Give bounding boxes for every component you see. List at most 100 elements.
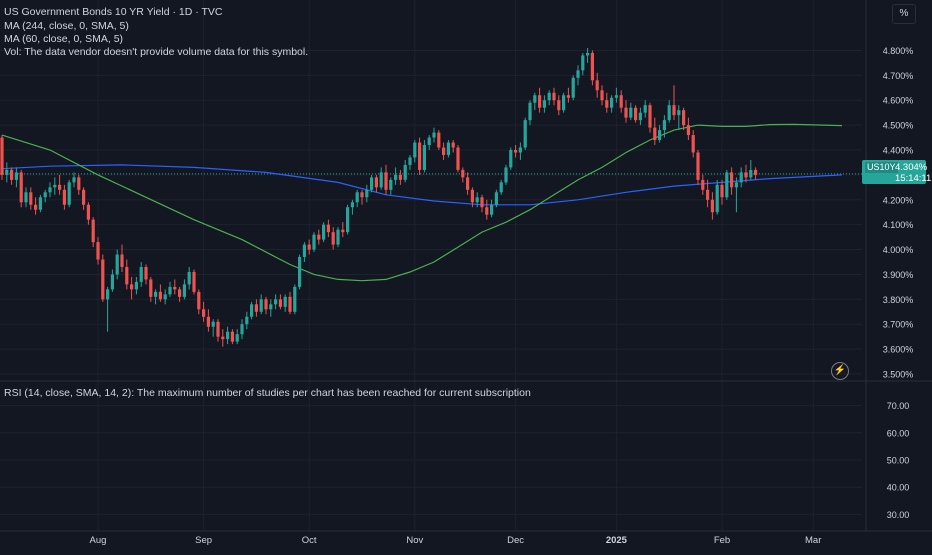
candle-body (562, 95, 566, 111)
legend-volume[interactable]: Vol: The data vendor doesn't provide vol… (4, 46, 309, 58)
candle-body (221, 336, 225, 340)
candle-body (346, 207, 350, 233)
candle-body (528, 102, 532, 121)
price-tick-label: 4.400% (883, 146, 914, 156)
candles-layer (0, 47, 758, 347)
candle-body (619, 95, 623, 108)
legend-rsi[interactable]: RSI (14, close, SMA, 14, 2): The maximum… (4, 387, 531, 399)
candle-body (470, 189, 474, 203)
candle-body (259, 299, 263, 312)
candle-body (48, 187, 52, 193)
candle-body (734, 182, 738, 188)
candle-body (730, 172, 734, 188)
candle-body (432, 132, 436, 138)
legend-title[interactable]: US Government Bonds 10 YR Yield · 1D · T… (4, 6, 223, 18)
candle-body (677, 110, 681, 116)
candle-body (298, 257, 302, 287)
price-tick-label: 4.500% (883, 121, 914, 131)
candle-body (581, 55, 585, 71)
rsi-tick-label: 40.00 (887, 483, 910, 493)
price-tick-label: 3.700% (883, 320, 914, 330)
rsi-tick-label: 50.00 (887, 456, 910, 466)
price-badge-countdown: 15:14:11 (895, 173, 932, 184)
candle-body (197, 291, 201, 310)
candle-body (5, 169, 9, 175)
candle-body (566, 95, 570, 98)
candle-body (374, 177, 378, 188)
candle-body (542, 100, 546, 108)
candle-body (643, 105, 647, 113)
candle-body (504, 167, 508, 183)
candle-body (624, 107, 628, 118)
candle-body (590, 52, 594, 81)
candle-body (490, 204, 494, 215)
candle-body (130, 284, 134, 290)
candle-body (576, 70, 580, 78)
candle-body (739, 172, 743, 183)
candle-body (240, 324, 244, 335)
candle-body (288, 296, 292, 312)
candle-body (10, 169, 14, 180)
candle-body (629, 107, 633, 118)
candle-body (557, 100, 561, 111)
price-tick-label: 4.100% (883, 220, 914, 230)
time-tick-label: 2025 (606, 535, 628, 546)
candle-body (744, 172, 748, 178)
price-tick-label: 3.900% (883, 270, 914, 280)
legend-ma60[interactable]: MA (60, close, 0, SMA, 5) (4, 33, 124, 45)
legend-ma244[interactable]: MA (244, close, 0, SMA, 5) (4, 20, 129, 32)
lightning-icon[interactable]: ⚡ (831, 362, 849, 380)
candle-body (58, 184, 62, 190)
candle-body (43, 192, 47, 198)
time-tick-label: Sep (195, 535, 212, 546)
price-badge-symbol: US10Y (865, 162, 898, 173)
candle-body (96, 242, 100, 260)
candle-body (370, 177, 374, 190)
candle-body (125, 266, 129, 285)
candle-body (427, 137, 431, 146)
candle-body (293, 286, 297, 312)
time-tick-label: Feb (714, 535, 730, 546)
candle-body (62, 189, 66, 205)
candle-body (394, 174, 398, 180)
candle-body (206, 316, 210, 327)
candle-body (144, 266, 148, 280)
candle-body (648, 105, 652, 128)
candle-body (475, 197, 479, 203)
candle-body (667, 105, 671, 121)
candle-body (696, 152, 700, 180)
rsi-tick-label: 30.00 (887, 510, 910, 520)
price-scale-unit-button[interactable]: % (892, 4, 916, 24)
candle-body (19, 172, 23, 203)
price-tick-label: 3.500% (883, 370, 914, 380)
price-tick-label: 4.600% (883, 96, 914, 106)
candle-body (403, 164, 407, 180)
candle-body (485, 207, 489, 215)
price-tick-label: 4.800% (883, 46, 914, 56)
candle-body (754, 169, 758, 175)
candle-body (264, 299, 268, 310)
candle-body (106, 289, 110, 300)
candle-body (38, 197, 42, 210)
price-tick-label: 3.800% (883, 295, 914, 305)
candle-body (518, 147, 522, 153)
candle-body (254, 304, 258, 312)
candle-body (461, 169, 465, 178)
time-tick-label: Dec (507, 535, 524, 546)
candle-body (365, 189, 369, 198)
candle-body (614, 95, 618, 98)
candle-body (509, 150, 513, 168)
candle-body (710, 199, 714, 213)
candle-body (101, 259, 105, 300)
candle-body (331, 232, 335, 245)
candle-body (605, 100, 609, 108)
candle-body (691, 135, 695, 153)
candle-body (547, 92, 551, 101)
price-tick-label: 4.200% (883, 195, 914, 205)
candle-body (437, 132, 441, 148)
candle-body (398, 174, 402, 180)
candle-body (283, 296, 287, 307)
candle-body (480, 197, 484, 208)
